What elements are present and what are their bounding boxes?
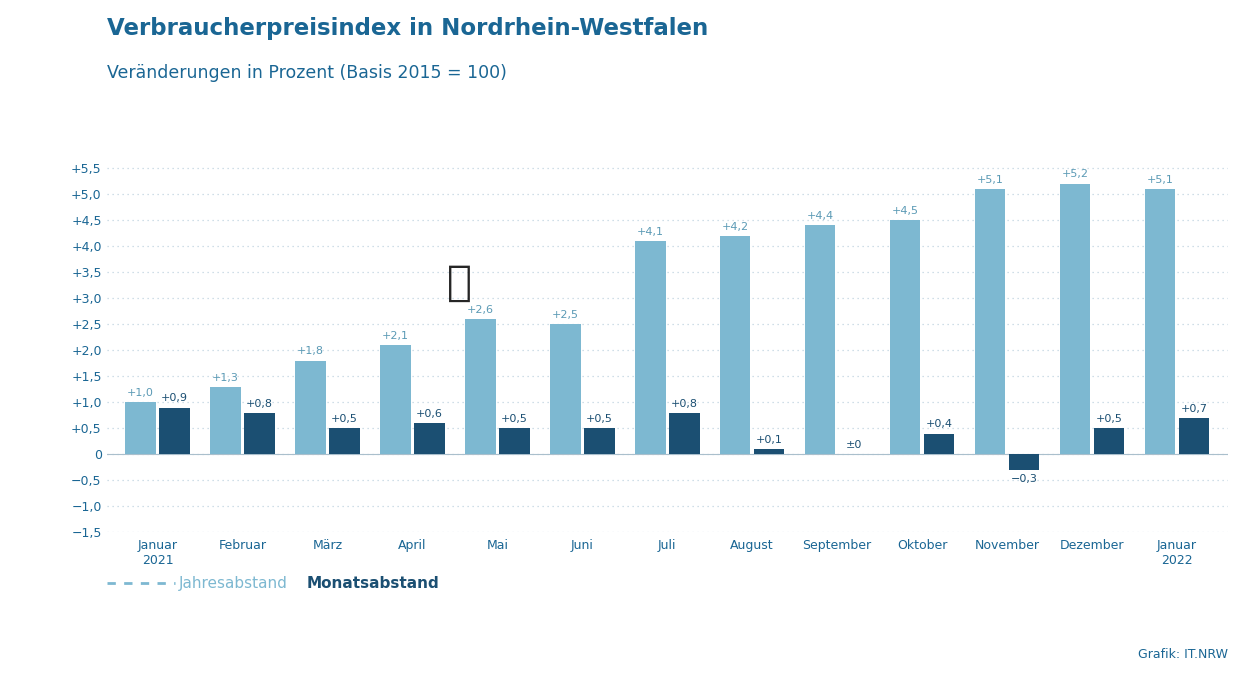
Text: Grafik: IT.NRW: Grafik: IT.NRW xyxy=(1138,648,1228,661)
Bar xyxy=(923,433,955,454)
Text: +0,5: +0,5 xyxy=(586,415,613,424)
Text: +2,6: +2,6 xyxy=(467,305,494,315)
Bar xyxy=(1009,454,1039,470)
Text: +0,5: +0,5 xyxy=(331,415,358,424)
Bar xyxy=(804,225,836,454)
Bar xyxy=(211,387,241,454)
Text: +0,8: +0,8 xyxy=(246,398,273,408)
Bar xyxy=(1094,429,1124,454)
Text: +1,8: +1,8 xyxy=(297,346,325,357)
Bar xyxy=(330,429,360,454)
Text: +0,4: +0,4 xyxy=(926,419,952,429)
Text: +0,5: +0,5 xyxy=(1095,415,1123,424)
Text: +1,3: +1,3 xyxy=(212,373,239,383)
Text: +5,1: +5,1 xyxy=(1146,175,1173,185)
Bar xyxy=(413,423,445,454)
Text: Monatsabstand: Monatsabstand xyxy=(307,576,440,590)
Bar xyxy=(635,241,665,454)
Bar xyxy=(125,402,155,454)
Text: Verbraucherpreisindex in Nordrhein-Westfalen: Verbraucherpreisindex in Nordrhein-Westf… xyxy=(107,17,708,40)
Text: +5,1: +5,1 xyxy=(976,175,1004,185)
Bar xyxy=(465,319,496,454)
Text: +0,8: +0,8 xyxy=(670,398,698,408)
Bar xyxy=(1145,189,1175,454)
Text: +0,5: +0,5 xyxy=(501,415,528,424)
Bar xyxy=(380,345,411,454)
Bar xyxy=(1179,418,1209,454)
Text: +0,9: +0,9 xyxy=(160,394,188,403)
Text: +2,1: +2,1 xyxy=(382,331,408,341)
Text: +5,2: +5,2 xyxy=(1061,169,1089,179)
Bar xyxy=(159,408,189,454)
Text: +0,6: +0,6 xyxy=(416,409,442,419)
Text: ±0: ±0 xyxy=(846,440,862,450)
Text: +4,1: +4,1 xyxy=(637,226,664,237)
Text: −0,3: −0,3 xyxy=(1011,474,1037,484)
Bar xyxy=(499,429,530,454)
Text: +1,0: +1,0 xyxy=(127,388,154,398)
Text: +2,5: +2,5 xyxy=(551,310,579,320)
Bar xyxy=(720,236,751,454)
Text: +0,1: +0,1 xyxy=(756,435,783,445)
Text: +4,2: +4,2 xyxy=(722,222,749,232)
Bar xyxy=(1060,183,1090,454)
Bar xyxy=(550,324,580,454)
Bar xyxy=(584,429,614,454)
Text: Veränderungen in Prozent (Basis 2015 = 100): Veränderungen in Prozent (Basis 2015 = 1… xyxy=(107,64,506,82)
Text: Jahresabstand: Jahresabstand xyxy=(179,576,288,590)
Bar xyxy=(296,361,326,454)
Bar xyxy=(975,189,1005,454)
Bar xyxy=(890,220,921,454)
Text: +0,7: +0,7 xyxy=(1180,404,1208,414)
Bar xyxy=(754,449,784,454)
Text: +4,5: +4,5 xyxy=(892,206,918,216)
Text: 🛒: 🛒 xyxy=(446,262,471,303)
Bar xyxy=(669,412,699,454)
Bar xyxy=(244,412,274,454)
Text: +4,4: +4,4 xyxy=(807,211,833,221)
